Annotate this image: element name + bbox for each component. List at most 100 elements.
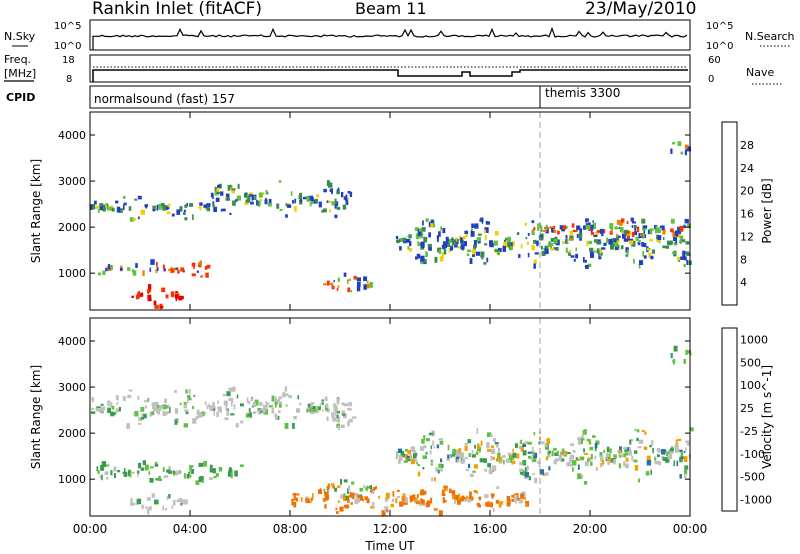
echo-cell (151, 493, 155, 498)
echo-cell (637, 242, 641, 246)
echo-cell (180, 503, 183, 506)
echo-cell (555, 239, 560, 246)
echo-cell (554, 452, 559, 456)
echo-cell (336, 201, 339, 207)
echo-cell (613, 459, 616, 465)
echo-cell (620, 245, 624, 250)
echo-cell (421, 439, 425, 444)
echo-cell (167, 203, 171, 208)
echo-cell (579, 474, 584, 479)
echo-cell (474, 240, 477, 246)
echo-cell (200, 275, 203, 278)
echo-cell (161, 287, 166, 293)
echo-cell (402, 453, 405, 458)
echo-cell (492, 465, 497, 471)
echo-cell (471, 452, 474, 455)
echo-cell (385, 492, 390, 499)
echo-cell (131, 295, 134, 298)
echo-cell (259, 199, 263, 202)
echo-cell (677, 141, 682, 146)
echo-cell (441, 244, 446, 250)
echo-cell (195, 480, 199, 485)
echo-cell (489, 467, 492, 470)
echo-cell (284, 386, 288, 392)
echo-cell (415, 256, 418, 260)
echo-cell (457, 246, 462, 249)
echo-cell (172, 470, 176, 474)
echo-cell (170, 291, 175, 298)
echo-cell (137, 292, 140, 299)
echo-cell (686, 253, 691, 256)
echo-cell (637, 226, 640, 233)
echo-cell (198, 462, 203, 467)
colorbar-tick-label: -25 (740, 425, 758, 438)
echo-cell (315, 405, 318, 410)
echo-cell (206, 405, 209, 410)
echo-cell (484, 235, 487, 240)
echo-cell (609, 223, 614, 229)
echo-cell (571, 460, 577, 466)
echo-cell (641, 218, 646, 224)
echo-cell (533, 431, 536, 436)
echo-cell (227, 184, 231, 191)
echo-cell (672, 142, 676, 145)
echo-cell (404, 497, 408, 503)
echo-cell (460, 452, 463, 458)
echo-cell (343, 272, 347, 277)
velocity-panel: 1000 2000 3000 4000 Slant Range [km] 1000 50… (29, 317, 774, 517)
echo-cell (606, 237, 609, 243)
echo-cell (347, 488, 349, 494)
echo-cell (185, 389, 188, 394)
cpid-segment-2: themis 3300 (545, 86, 620, 100)
x-tick-label: 04:00 (173, 522, 208, 536)
echo-cell (619, 446, 622, 452)
echo-cell (507, 236, 511, 243)
echo-cell (153, 300, 157, 306)
echo-cell (172, 499, 176, 506)
echo-cell (473, 244, 477, 249)
echo-cell (250, 412, 252, 418)
echo-cell (610, 243, 615, 250)
echo-cell (494, 442, 499, 445)
echo-cell (260, 410, 263, 414)
echo-cell (590, 224, 594, 231)
echo-cell (173, 268, 176, 272)
echo-cell (174, 390, 177, 393)
colorbar-tick-label: 24 (740, 162, 754, 175)
echo-cell (447, 454, 450, 459)
echo-cell (309, 201, 312, 207)
echo-cell (183, 405, 187, 409)
echo-cell (134, 198, 138, 201)
echo-cell (306, 196, 310, 202)
echo-cell (576, 225, 581, 231)
echo-cell (684, 256, 687, 261)
echo-cell (314, 409, 319, 414)
echo-cell (578, 439, 581, 445)
echo-cell (593, 250, 597, 253)
echo-cell (105, 204, 107, 209)
echo-cell (531, 220, 535, 224)
echo-cell (196, 270, 199, 273)
echo-cell (654, 460, 659, 465)
echo-cell (519, 461, 522, 466)
velocity-ylabel: Slant Range [km] (29, 365, 43, 469)
echo-cell (126, 423, 130, 429)
colorbar-tick-label: 1000 (740, 333, 768, 346)
echo-cell (326, 416, 329, 421)
echo-cell (403, 460, 408, 463)
echo-cell (299, 402, 302, 406)
echo-cell (684, 465, 689, 470)
echo-cell (630, 439, 634, 442)
echo-cell (115, 408, 120, 413)
echo-cell (276, 399, 280, 403)
echo-cell (628, 230, 632, 236)
echo-cell (263, 404, 265, 408)
echo-cell (116, 402, 119, 405)
echo-cell (539, 469, 544, 475)
echo-cell (322, 409, 324, 412)
echo-cell (351, 481, 355, 485)
echo-cell (236, 423, 239, 428)
echo-cell (625, 457, 629, 462)
echo-cell (197, 481, 200, 485)
echo-cell (487, 501, 490, 507)
